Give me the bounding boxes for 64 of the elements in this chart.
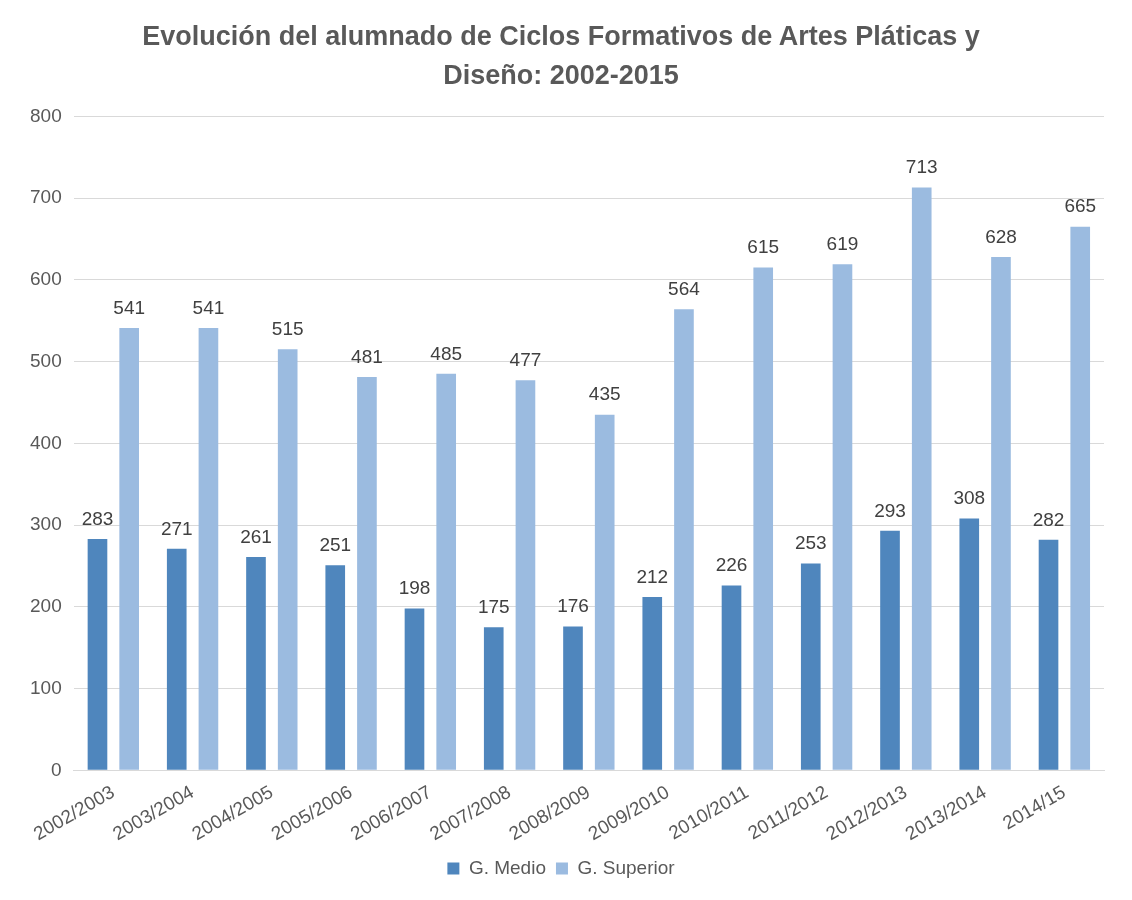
data-label: 541	[113, 296, 146, 318]
data-label: 619	[826, 233, 859, 255]
bar	[119, 328, 140, 770]
bar	[277, 349, 298, 770]
data-label: 175	[477, 596, 510, 618]
data-label: 435	[588, 383, 621, 405]
bar	[880, 530, 900, 770]
bar	[721, 585, 742, 770]
bar	[753, 267, 774, 770]
bar	[832, 264, 853, 770]
data-label: 515	[271, 318, 304, 340]
bar	[674, 309, 694, 770]
bar	[357, 377, 377, 770]
data-label: 283	[81, 507, 114, 529]
data-label: 251	[319, 533, 352, 555]
bar	[515, 380, 536, 770]
y-tick-label: 500	[30, 349, 62, 371]
data-label: 713	[905, 156, 938, 178]
data-label: 253	[794, 532, 827, 554]
y-tick-label: 700	[30, 186, 62, 208]
legend-label: G. Medio	[468, 856, 546, 878]
data-label: 198	[398, 577, 431, 599]
y-tick-label: 200	[30, 595, 62, 617]
data-label: 665	[1064, 195, 1097, 217]
bar	[800, 563, 821, 770]
y-tick-label: 100	[30, 676, 62, 698]
bar	[991, 256, 1011, 770]
data-label: 481	[351, 345, 383, 367]
data-label: 176	[557, 595, 589, 617]
bar	[959, 518, 980, 770]
data-label: 282	[1032, 508, 1065, 530]
data-label: 541	[192, 296, 225, 318]
bar	[404, 608, 425, 770]
data-label: 212	[636, 565, 669, 587]
bar	[563, 626, 583, 770]
chart-title: Evolución del alumnado de Ciclos Formativos de Artes Pláticas y Diseño: 2002-2015	[142, 21, 980, 91]
y-tick-label: 400	[30, 431, 62, 453]
legend-label: G. Superior	[577, 856, 676, 878]
y-tick-label: 300	[30, 513, 62, 535]
bar	[198, 328, 219, 770]
bar	[325, 565, 346, 770]
data-label: 628	[985, 225, 1017, 247]
bar	[1038, 539, 1059, 770]
data-label: 293	[874, 499, 906, 521]
bar	[1070, 226, 1091, 770]
y-tick-label: 600	[30, 268, 62, 290]
data-label: 226	[715, 554, 748, 576]
bar	[594, 414, 615, 770]
bar	[166, 548, 187, 770]
bar	[642, 597, 663, 770]
data-label: 308	[953, 487, 986, 509]
bar	[246, 556, 266, 770]
bar	[483, 627, 504, 770]
y-tick-label: 800	[30, 104, 62, 126]
bar	[436, 373, 457, 770]
data-label: 477	[509, 349, 542, 371]
data-label: 261	[240, 525, 272, 547]
bar	[911, 187, 932, 770]
bar	[87, 538, 108, 770]
y-tick-label: 0	[51, 758, 62, 780]
data-label: 615	[747, 236, 780, 258]
data-label: 271	[160, 517, 193, 539]
data-label: 564	[668, 277, 701, 299]
data-label: 485	[430, 342, 463, 364]
